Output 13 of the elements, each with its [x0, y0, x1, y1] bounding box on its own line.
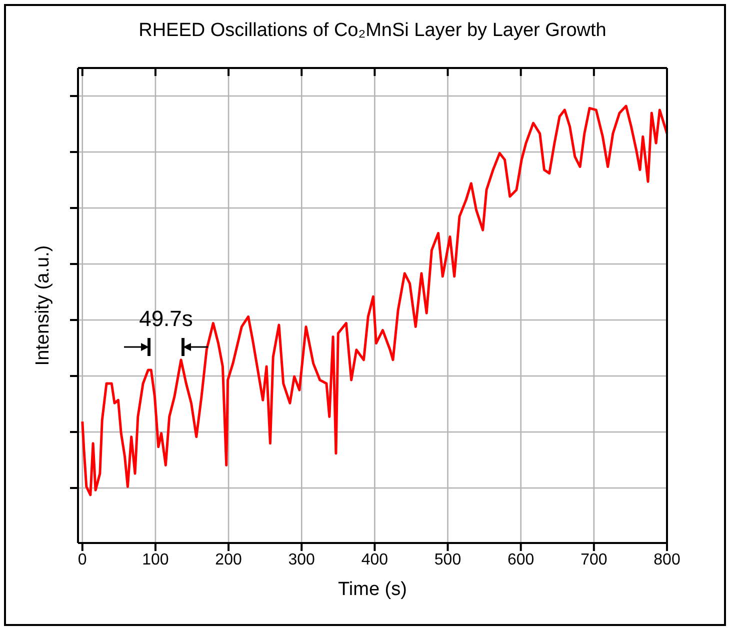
x-tick-label: 0 [78, 551, 87, 568]
x-tick-label: 600 [507, 551, 534, 568]
annotation: 49.7s [139, 306, 193, 331]
x-tick-label: 800 [654, 551, 680, 568]
x-tick-label: 400 [361, 551, 388, 568]
y-axis-title: Intensity (a.u.) [32, 245, 54, 366]
x-tick-label: 700 [580, 551, 608, 568]
chart-title: RHEED Oscillations of Co₂MnSi Layer by Layer Growth [138, 20, 608, 42]
x-axis-title: Time (s) [338, 579, 407, 600]
x-tick-label: 500 [434, 551, 462, 568]
x-tick-label: 200 [215, 551, 242, 568]
x-tick-label: 300 [288, 551, 316, 568]
x-tick-label: 100 [142, 551, 169, 568]
